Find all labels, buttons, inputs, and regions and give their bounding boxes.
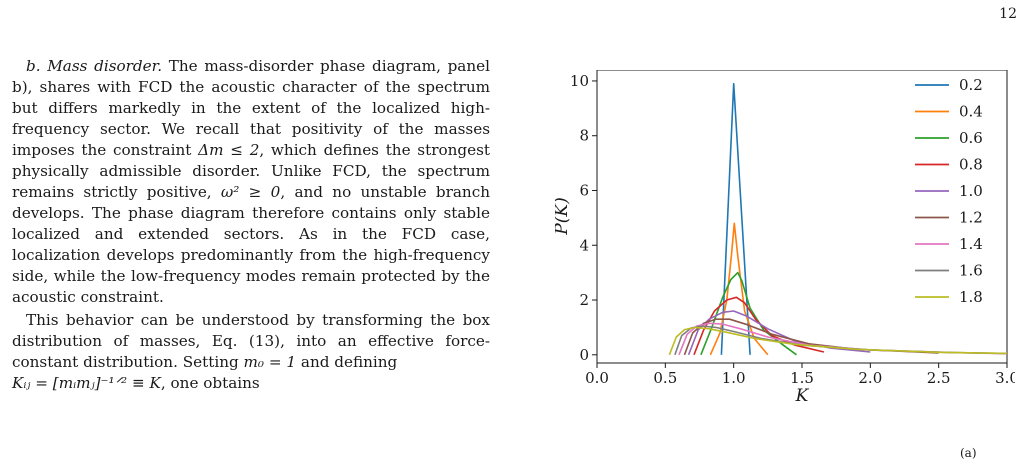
- series-line-1-6: [674, 325, 1008, 356]
- legend-label: 0.2: [959, 76, 983, 94]
- y-tick-label: 4: [579, 236, 589, 254]
- legend-label: 1.2: [959, 209, 983, 227]
- plot-frame: [596, 70, 1008, 364]
- series-lines: [668, 82, 1008, 356]
- y-axis-label: P(K): [555, 197, 572, 235]
- legend-label: 1.4: [959, 235, 983, 253]
- x-tick-label: 1.0: [722, 369, 746, 387]
- text-run: , one obtains: [160, 374, 260, 392]
- text-run: The mass-disorder phase diagram, panel b…: [12, 57, 490, 159]
- math-omega: ω² ≥ 0: [220, 183, 281, 201]
- y-tick-label: 0: [579, 346, 589, 364]
- x-tick-label: 0.0: [585, 369, 609, 387]
- x-axis-label: K: [795, 386, 810, 406]
- y-tick-label: 8: [579, 127, 589, 145]
- series-line-1-8: [668, 326, 1008, 356]
- legend-label: 0.6: [959, 129, 983, 147]
- figure-caption-fragment: (a): [960, 446, 977, 460]
- text-run: , which defines the strongest physically…: [12, 141, 490, 201]
- legend-label: 1.8: [959, 288, 983, 306]
- y-tick-label: 6: [579, 181, 589, 199]
- text-run: , and no unstable branch develops. The p…: [12, 183, 490, 306]
- legend: 0.2 0.4 0.6 0.8 1.0 1.2 1.4 1.6 1.8: [915, 76, 983, 306]
- paragraph-mass-disorder: b. Mass disorder. The mass-disorder phas…: [12, 56, 490, 308]
- legend-label: 0.8: [959, 156, 983, 174]
- legend-label: 1.6: [959, 262, 983, 280]
- text-run: This behavior can be understood by trans…: [12, 311, 490, 371]
- x-axis: 0.0 0.5 1.0 1.5 2.0 2.5 3.0: [585, 363, 1015, 387]
- series-line-0-2: [720, 82, 751, 355]
- x-tick-label: 2.0: [858, 369, 882, 387]
- series-line-0-4: [709, 222, 769, 356]
- y-tick-label: 2: [579, 291, 589, 309]
- legend-label: 1.0: [959, 182, 983, 200]
- math-kij: Kᵢⱼ = [mᵢmⱼ]⁻¹ᐟ² ≡ K: [12, 374, 161, 392]
- page-number: 12: [999, 6, 1017, 22]
- text-run: and defining: [296, 353, 398, 371]
- math-m0: m₀ = 1: [243, 353, 297, 371]
- x-tick-label: 0.5: [653, 369, 677, 387]
- x-tick-label: 3.0: [995, 369, 1015, 387]
- x-tick-label: 2.5: [927, 369, 951, 387]
- paragraph-definition: Kᵢⱼ = [mᵢmⱼ]⁻¹ᐟ² ≡ K, one obtains: [12, 373, 490, 394]
- y-axis: 0 2 4 6 8 10: [570, 72, 597, 364]
- math-constraint: Δm ≤ 2: [198, 141, 260, 159]
- paragraph-transformation: This behavior can be understood by trans…: [12, 310, 490, 373]
- section-heading: b. Mass disorder.: [26, 57, 163, 75]
- x-tick-label: 1.5: [790, 369, 814, 387]
- series-line-0-6: [700, 271, 797, 356]
- series-line-1-4: [678, 322, 1008, 356]
- y-tick-label: 10: [570, 72, 589, 90]
- legend-label: 0.4: [959, 103, 983, 121]
- body-text: b. Mass disorder. The mass-disorder phas…: [12, 56, 490, 394]
